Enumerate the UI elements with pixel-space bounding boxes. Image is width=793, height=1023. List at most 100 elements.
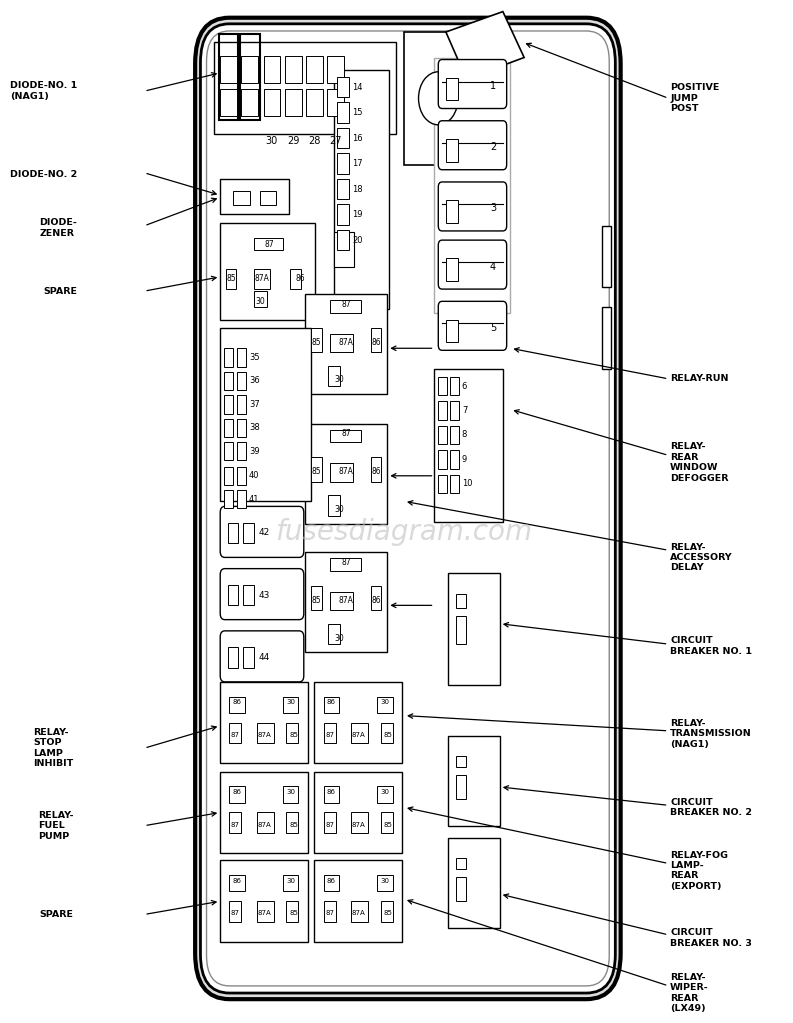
Text: 85: 85 [312, 595, 321, 605]
Text: POSITIVE
JUMP
POST: POSITIVE JUMP POST [670, 84, 719, 114]
Text: 30: 30 [335, 375, 345, 385]
Bar [315, 860, 402, 942]
Bar [290, 269, 301, 290]
Text: 18: 18 [352, 184, 363, 193]
Bar [351, 901, 368, 922]
Text: RELAY-
FUEL
PUMP: RELAY- FUEL PUMP [38, 811, 74, 841]
Text: RELAY-FOG
LAMP-
REAR
(EXPORT): RELAY-FOG LAMP- REAR (EXPORT) [670, 850, 728, 891]
Text: 87: 87 [342, 558, 351, 567]
Bar [370, 586, 381, 611]
Bar [229, 875, 244, 891]
Text: RELAY-
ACCESSORY
DELAY: RELAY- ACCESSORY DELAY [670, 542, 733, 572]
Text: 85: 85 [312, 468, 321, 477]
Bar [337, 102, 350, 123]
Bar [334, 232, 354, 267]
Bar [243, 523, 254, 543]
Bar [285, 56, 301, 83]
Text: 42: 42 [259, 529, 270, 537]
Bar [448, 573, 500, 685]
Text: 85: 85 [289, 731, 298, 738]
Text: 43: 43 [259, 590, 270, 599]
Text: 40: 40 [249, 472, 259, 480]
Text: 87A: 87A [339, 338, 354, 347]
Text: SPARE: SPARE [44, 286, 78, 296]
Text: 37: 37 [249, 400, 260, 409]
Bar [381, 901, 393, 922]
Text: RELAY-
STOP
LAMP
INHIBIT: RELAY- STOP LAMP INHIBIT [33, 728, 74, 768]
FancyBboxPatch shape [220, 569, 304, 620]
Bar [242, 89, 259, 116]
Text: 30: 30 [255, 297, 266, 306]
Bar [330, 301, 361, 313]
Bar [283, 787, 298, 803]
Bar [324, 812, 335, 833]
Bar [404, 32, 473, 165]
Bar [228, 523, 239, 543]
Bar [330, 333, 353, 352]
Bar [450, 426, 459, 444]
Bar [286, 901, 298, 922]
Bar [337, 179, 350, 199]
Bar [243, 648, 254, 668]
Bar [438, 401, 446, 419]
Text: 30: 30 [286, 700, 295, 705]
Bar [233, 191, 250, 206]
Text: 86: 86 [327, 878, 335, 884]
Bar [286, 812, 298, 833]
Text: DIODE-NO. 1
(NAG1): DIODE-NO. 1 (NAG1) [10, 82, 78, 101]
Bar [315, 771, 402, 853]
Bar [306, 89, 323, 116]
Bar [260, 191, 277, 206]
Bar [450, 450, 459, 469]
Bar [237, 490, 246, 508]
Text: 29: 29 [287, 136, 299, 146]
Bar [377, 697, 393, 713]
Bar [328, 56, 344, 83]
Bar [312, 586, 322, 611]
Bar [446, 201, 458, 223]
Bar [220, 771, 308, 853]
Text: 87A: 87A [257, 821, 270, 828]
Bar [263, 89, 280, 116]
Text: 87A: 87A [257, 910, 270, 917]
Bar [324, 787, 339, 803]
Bar [228, 648, 239, 668]
Bar [224, 371, 233, 390]
Text: 87: 87 [231, 821, 240, 828]
Text: 6: 6 [462, 382, 467, 391]
Bar [456, 774, 466, 799]
Text: 30: 30 [335, 505, 345, 514]
Text: 86: 86 [371, 468, 381, 477]
Text: 85: 85 [384, 910, 393, 917]
Bar [237, 348, 246, 366]
Bar [337, 205, 350, 225]
Bar [224, 348, 233, 366]
Bar [257, 722, 274, 743]
Bar [450, 401, 459, 419]
Circle shape [419, 72, 458, 125]
Bar [438, 376, 446, 395]
Text: fusesdiagram.com: fusesdiagram.com [276, 518, 533, 546]
Text: 8: 8 [462, 431, 467, 440]
Bar [377, 875, 393, 891]
Bar [263, 56, 280, 83]
Text: CIRCUIT
BREAKER NO. 1: CIRCUIT BREAKER NO. 1 [670, 636, 752, 656]
Text: 87A: 87A [339, 468, 354, 477]
Text: DIODE-NO. 2: DIODE-NO. 2 [10, 170, 78, 179]
Text: 27: 27 [329, 136, 342, 146]
Text: 87A: 87A [351, 821, 365, 828]
Text: 87A: 87A [339, 595, 354, 605]
FancyBboxPatch shape [201, 24, 615, 993]
Bar [328, 624, 340, 644]
Text: 39: 39 [249, 447, 259, 456]
Text: 87: 87 [231, 910, 240, 917]
FancyBboxPatch shape [439, 302, 507, 350]
Bar [438, 426, 446, 444]
Text: 7: 7 [462, 406, 467, 415]
Bar [334, 70, 389, 310]
Text: 30: 30 [335, 633, 345, 642]
Bar [242, 56, 259, 83]
Bar [305, 424, 387, 524]
Bar [446, 78, 458, 100]
Bar [446, 139, 458, 162]
